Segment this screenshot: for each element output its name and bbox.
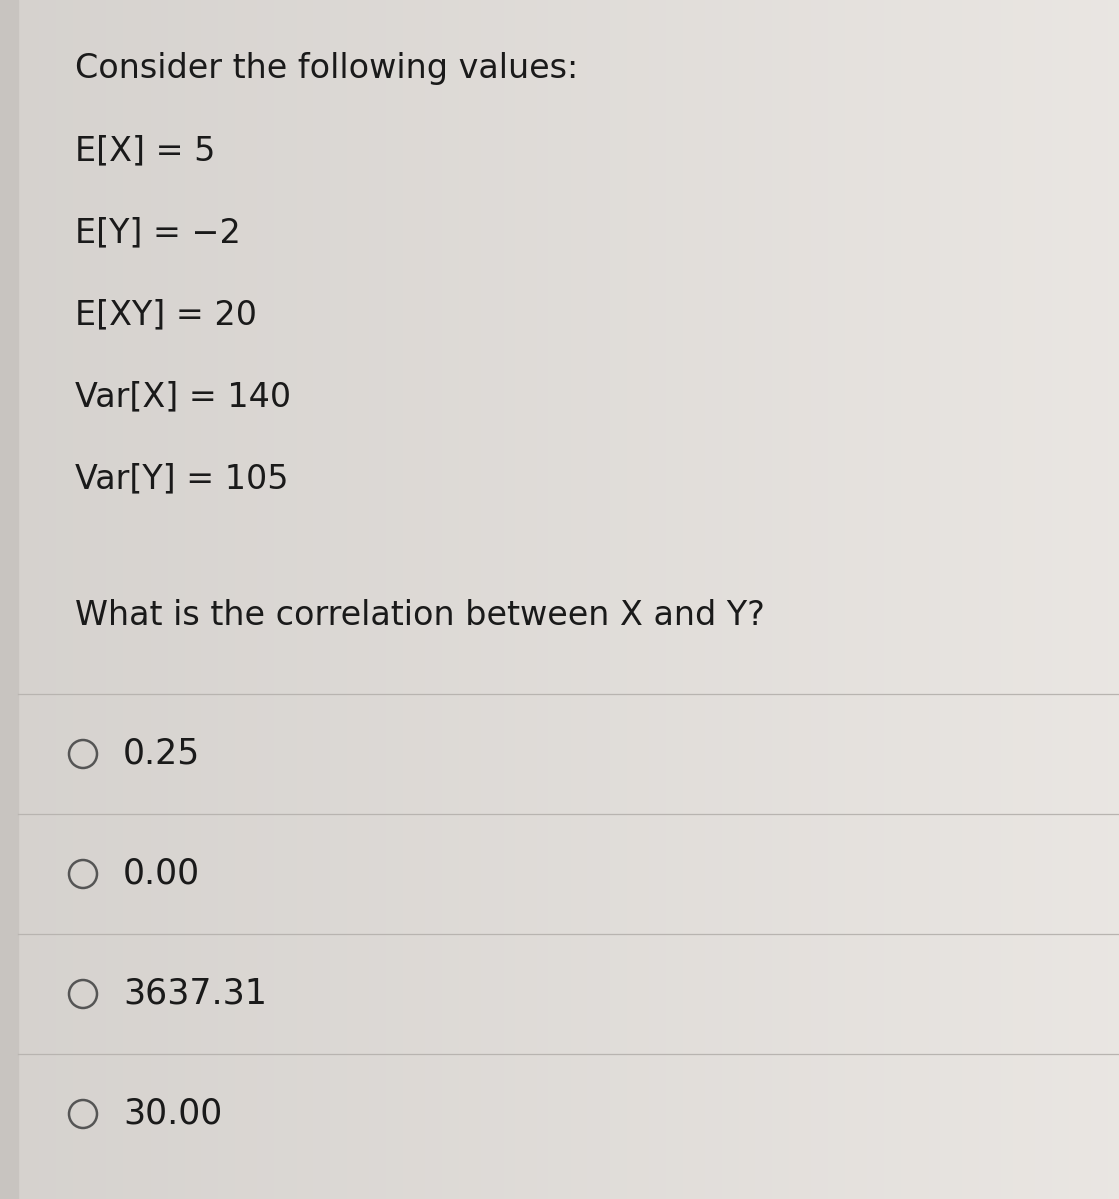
Text: E[Y] = −2: E[Y] = −2 (75, 216, 241, 249)
Text: Var[X] = 140: Var[X] = 140 (75, 380, 291, 412)
Text: 0.00: 0.00 (123, 857, 200, 891)
Text: 3637.31: 3637.31 (123, 977, 267, 1011)
Text: 30.00: 30.00 (123, 1097, 223, 1131)
Bar (0, 0, 18, 1199)
Text: 0.25: 0.25 (123, 737, 200, 771)
Text: What is the correlation between X and Y?: What is the correlation between X and Y? (75, 600, 765, 632)
Text: Var[Y] = 105: Var[Y] = 105 (75, 462, 289, 495)
Text: Consider the following values:: Consider the following values: (75, 52, 579, 85)
Text: E[X] = 5: E[X] = 5 (75, 134, 215, 167)
Text: E[XY] = 20: E[XY] = 20 (75, 299, 257, 331)
